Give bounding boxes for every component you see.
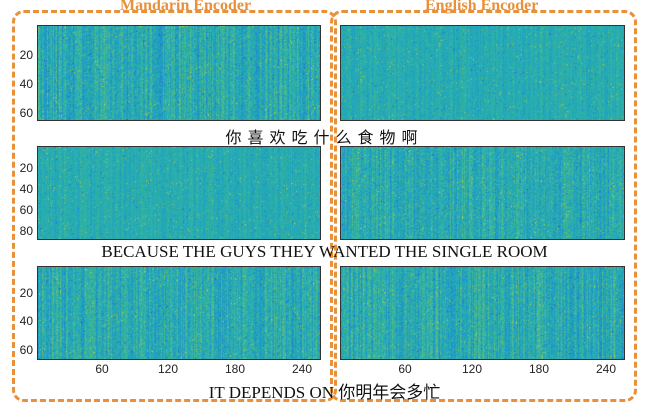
caption-row1: 你喜欢吃什么食物啊 [225,128,424,147]
ytick-row1-60: 60 [19,106,33,120]
xtick-right-120: 120 [461,362,483,376]
ytick-row1-40: 40 [19,77,33,91]
xtick-left-240: 240 [291,362,313,376]
caption-row2: BECAUSE THE GUYS THEY WANTED THE SINGLE … [101,242,548,261]
heatmap-english-row2 [340,146,625,240]
ytick-row3-20: 20 [19,286,33,300]
heatmap-english-row3 [340,266,625,360]
caption-row3: IT DEPENDS ON 你明年会多忙 [0,378,649,403]
heatmap-mandarin-row2 [37,146,321,240]
heatmap-mandarin-row1 [37,25,321,121]
xtick-right-180: 180 [528,362,550,376]
xtick-left-60: 60 [95,362,109,376]
xtick-left-120: 120 [157,362,179,376]
ytick-row2-40: 40 [19,182,33,196]
ytick-row3-40: 40 [19,314,33,328]
english-encoder-box [330,10,637,402]
xtick-right-60: 60 [398,362,412,376]
ytick-row2-80: 80 [19,224,33,238]
xtick-left-180: 180 [224,362,246,376]
ytick-row1-20: 20 [19,48,33,62]
ytick-row2-20: 20 [19,161,33,175]
ytick-row2-60: 60 [19,203,33,217]
heatmap-english-row1 [340,25,625,121]
heatmap-mandarin-row3 [37,266,321,360]
xtick-right-240: 240 [595,362,617,376]
mandarin-encoder-box [12,10,337,402]
ytick-row3-60: 60 [19,343,33,357]
caption-row3-text: IT DEPENDS ON 你明年会多忙 [208,383,441,402]
